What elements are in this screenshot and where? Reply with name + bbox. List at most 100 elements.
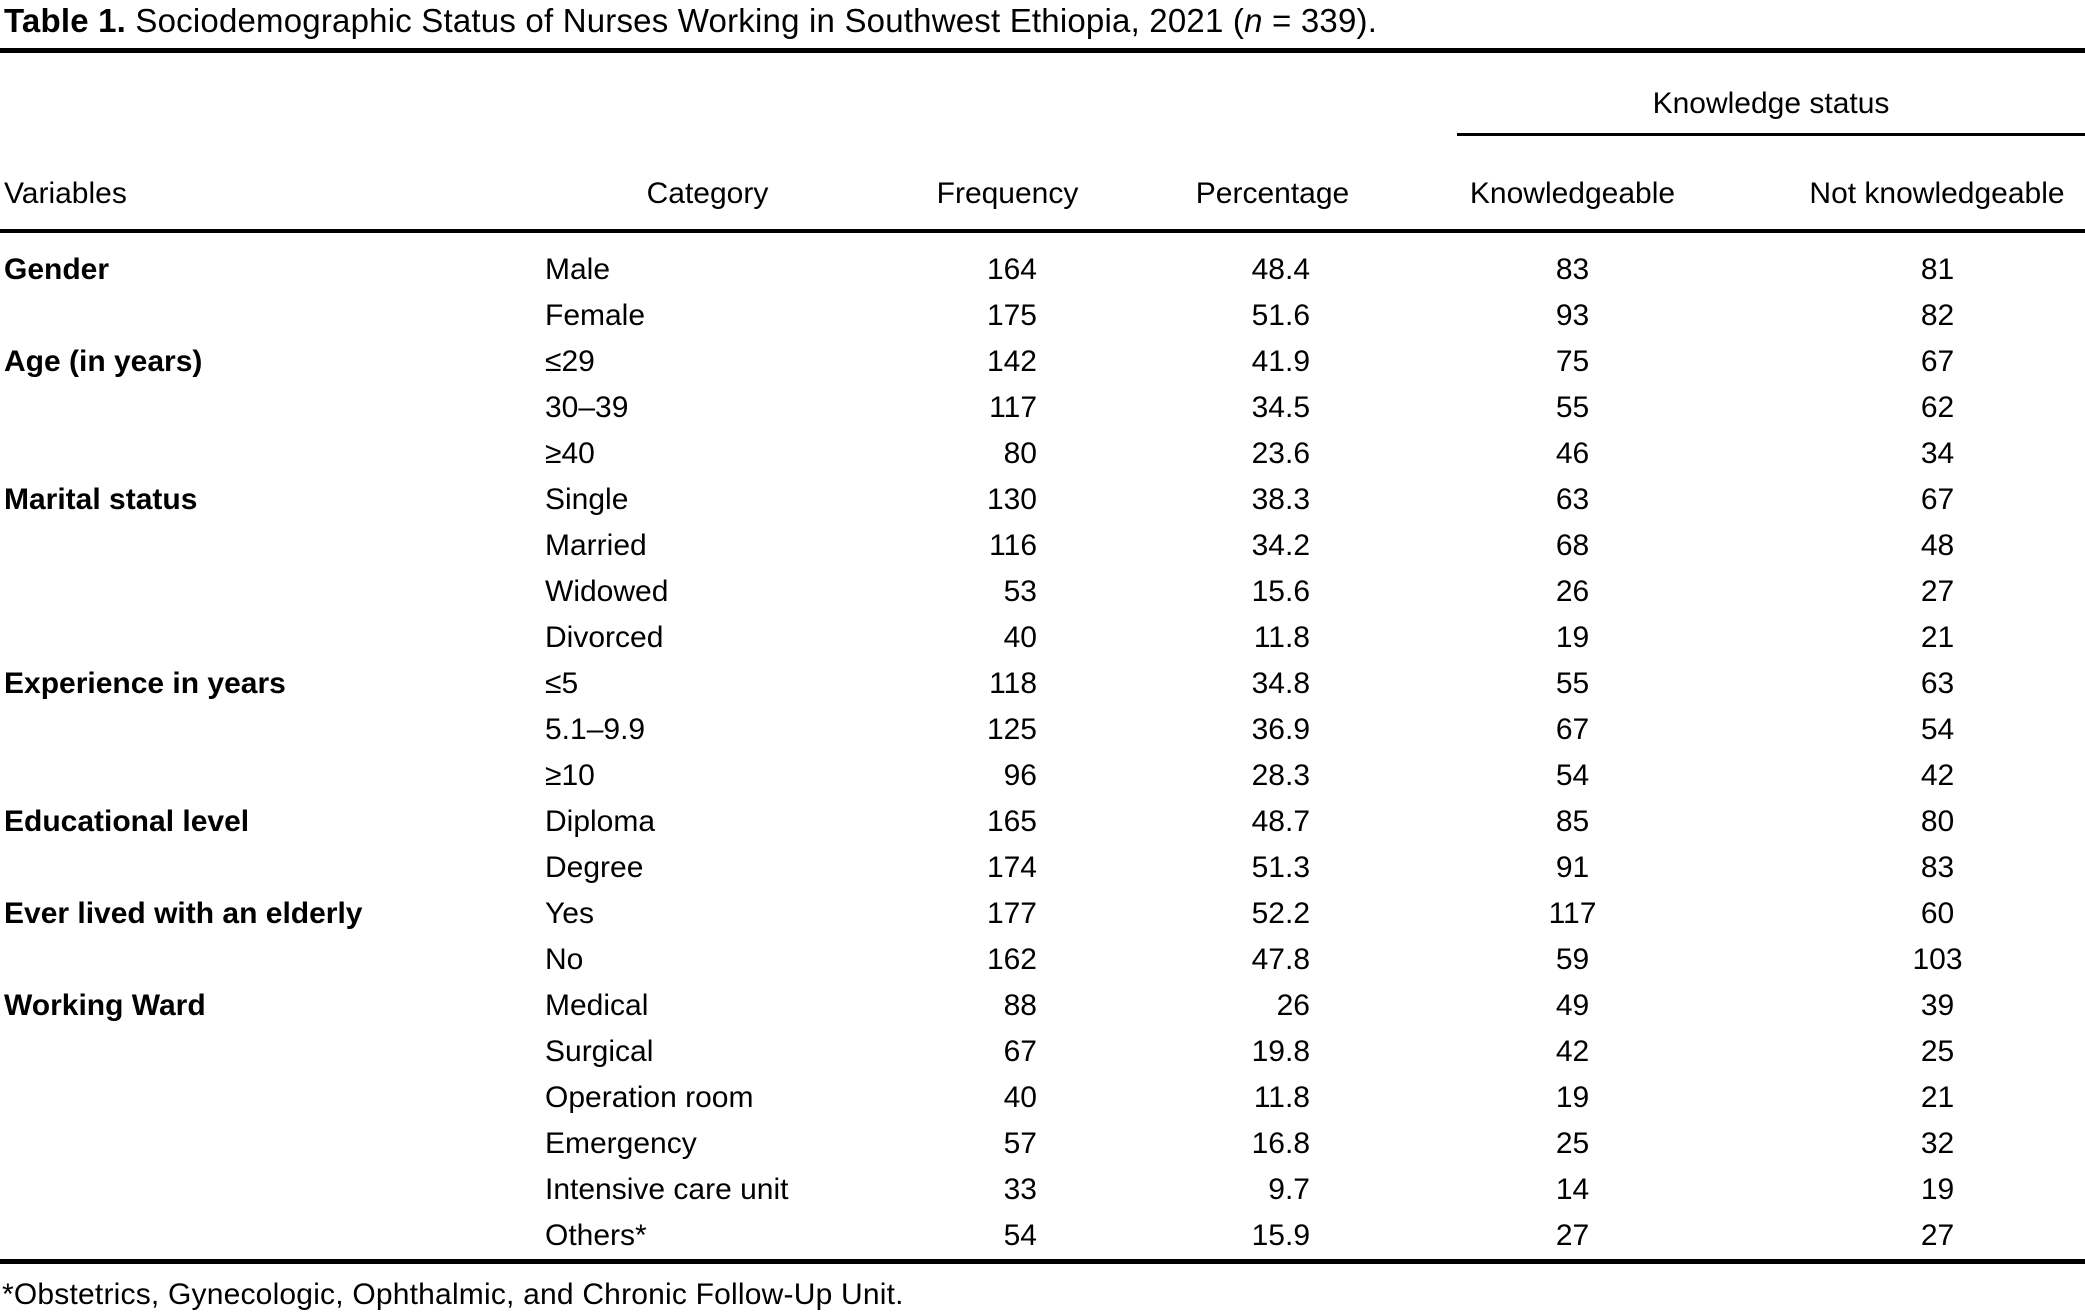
cell-variable: Gender	[4, 253, 110, 286]
cell-percentage: 15.6	[1251, 575, 1310, 608]
cell-frequency: 142	[986, 345, 1037, 378]
table-row: Female 175 51.6 93 82	[0, 293, 2085, 339]
table-row: No 162 47.8 59 103	[0, 937, 2085, 983]
cell-percentage: 52.2	[1251, 897, 1310, 930]
cell-percentage: 34.2	[1251, 529, 1310, 562]
table-row: Educational level Diploma 165 48.7 85 80	[0, 799, 2085, 845]
column-header-not-knowledgeable: Not knowledgeable	[1809, 177, 2065, 210]
cell-not-knowledgeable: 32	[1920, 1127, 1955, 1160]
cell-frequency: 40	[1003, 1081, 1037, 1114]
cell-not-knowledgeable: 83	[1920, 851, 1955, 884]
column-header-category: Category	[646, 177, 769, 210]
knowledge-status-label: Knowledge status	[1457, 87, 2085, 136]
table-caption-label: Table 1.	[4, 2, 127, 39]
cell-not-knowledgeable: 19	[1920, 1173, 1955, 1206]
cell-not-knowledgeable: 63	[1920, 667, 1955, 700]
cell-frequency: 80	[1003, 437, 1037, 470]
cell-frequency: 67	[1003, 1035, 1037, 1068]
cell-knowledgeable: 91	[1555, 851, 1590, 884]
cell-percentage: 11.8	[1253, 621, 1310, 654]
cell-not-knowledgeable: 67	[1920, 483, 1955, 516]
cell-frequency: 33	[1003, 1173, 1037, 1206]
cell-percentage: 26	[1276, 989, 1310, 1022]
table-row: ≥40 80 23.6 46 34	[0, 431, 2085, 477]
table-caption: Table 1. Sociodemographic Status of Nurs…	[0, 0, 2085, 42]
table-row: Others* 54 15.9 27 27	[0, 1213, 2085, 1262]
table-row: Gender Male 164 48.4 83 81	[0, 231, 2085, 293]
cell-frequency: 162	[986, 943, 1037, 976]
cell-category: ≥40	[545, 437, 595, 470]
cell-category: Single	[545, 483, 629, 516]
cell-category: Diploma	[545, 805, 656, 838]
cell-percentage: 38.3	[1251, 483, 1310, 516]
cell-knowledgeable: 26	[1555, 575, 1590, 608]
table-row: Ever lived with an elderly Yes 177 52.2 …	[0, 891, 2085, 937]
table-row: Widowed 53 15.6 26 27	[0, 569, 2085, 615]
cell-not-knowledgeable: 42	[1920, 759, 1955, 792]
cell-variable: Experience in years	[4, 667, 286, 700]
cell-percentage: 28.3	[1251, 759, 1310, 792]
cell-variable	[0, 937, 545, 983]
table-row: Emergency 57 16.8 25 32	[0, 1121, 2085, 1167]
cell-frequency: 125	[986, 713, 1037, 746]
table-row: Working Ward Medical 88 26 49 39	[0, 983, 2085, 1029]
cell-variable	[0, 845, 545, 891]
cell-variable	[0, 1121, 545, 1167]
cell-category: Surgical	[545, 1035, 654, 1068]
cell-frequency: 57	[1003, 1127, 1037, 1160]
cell-knowledgeable: 75	[1555, 345, 1590, 378]
cell-knowledgeable: 27	[1555, 1219, 1590, 1252]
cell-variable	[0, 615, 545, 661]
table-row: Age (in years) ≤29 142 41.9 75 67	[0, 339, 2085, 385]
cell-not-knowledgeable: 34	[1920, 437, 1955, 470]
cell-not-knowledgeable: 60	[1920, 897, 1955, 930]
cell-frequency: 40	[1003, 621, 1037, 654]
cell-category: Married	[545, 529, 647, 562]
cell-knowledgeable: 68	[1555, 529, 1590, 562]
cell-category: ≤5	[545, 667, 579, 700]
cell-knowledgeable: 46	[1555, 437, 1590, 470]
cell-knowledgeable: 117	[1548, 897, 1597, 930]
cell-category: Female	[545, 299, 646, 332]
cell-variable: Ever lived with an elderly	[4, 897, 363, 930]
cell-knowledgeable: 55	[1555, 667, 1590, 700]
sociodemographic-table: Variables Category Frequency Percentage …	[0, 48, 2085, 1264]
cell-category: Intensive care unit	[545, 1173, 789, 1206]
cell-variable	[0, 1075, 545, 1121]
cell-knowledgeable: 67	[1555, 713, 1590, 746]
table-row: 5.1–9.9 125 36.9 67 54	[0, 707, 2085, 753]
cell-category: Divorced	[545, 621, 664, 654]
table-caption-n-symbol: n	[1244, 2, 1263, 39]
table-header: Variables Category Frequency Percentage …	[0, 51, 2085, 231]
cell-not-knowledgeable: 25	[1920, 1035, 1955, 1068]
cell-knowledgeable: 19	[1555, 1081, 1590, 1114]
cell-percentage: 19.8	[1251, 1035, 1310, 1068]
cell-percentage: 47.8	[1251, 943, 1310, 976]
cell-percentage: 11.8	[1253, 1081, 1310, 1114]
cell-variable	[0, 431, 545, 477]
cell-variable	[0, 707, 545, 753]
cell-category: ≤29	[545, 345, 595, 378]
cell-knowledgeable: 55	[1555, 391, 1590, 424]
cell-not-knowledgeable: 67	[1920, 345, 1955, 378]
cell-category: Others*	[545, 1219, 647, 1252]
column-header-frequency: Frequency	[936, 177, 1079, 210]
cell-percentage: 41.9	[1251, 345, 1310, 378]
cell-category: Medical	[545, 989, 649, 1022]
cell-category: Yes	[545, 897, 594, 930]
column-group-knowledge-status: Knowledge status	[1400, 51, 2085, 136]
cell-knowledgeable: 59	[1555, 943, 1590, 976]
table-row: Operation room 40 11.8 19 21	[0, 1075, 2085, 1121]
table-caption-text: Sociodemographic Status of Nurses Workin…	[126, 2, 1245, 39]
cell-variable: Age (in years)	[4, 345, 203, 378]
cell-not-knowledgeable: 21	[1920, 621, 1955, 654]
cell-variable	[0, 1167, 545, 1213]
cell-category: Widowed	[545, 575, 669, 608]
cell-frequency: 116	[989, 529, 1037, 562]
cell-variable	[0, 1213, 545, 1262]
cell-frequency: 53	[1003, 575, 1037, 608]
cell-not-knowledgeable: 48	[1920, 529, 1955, 562]
cell-frequency: 117	[989, 391, 1037, 424]
cell-frequency: 164	[986, 253, 1037, 286]
